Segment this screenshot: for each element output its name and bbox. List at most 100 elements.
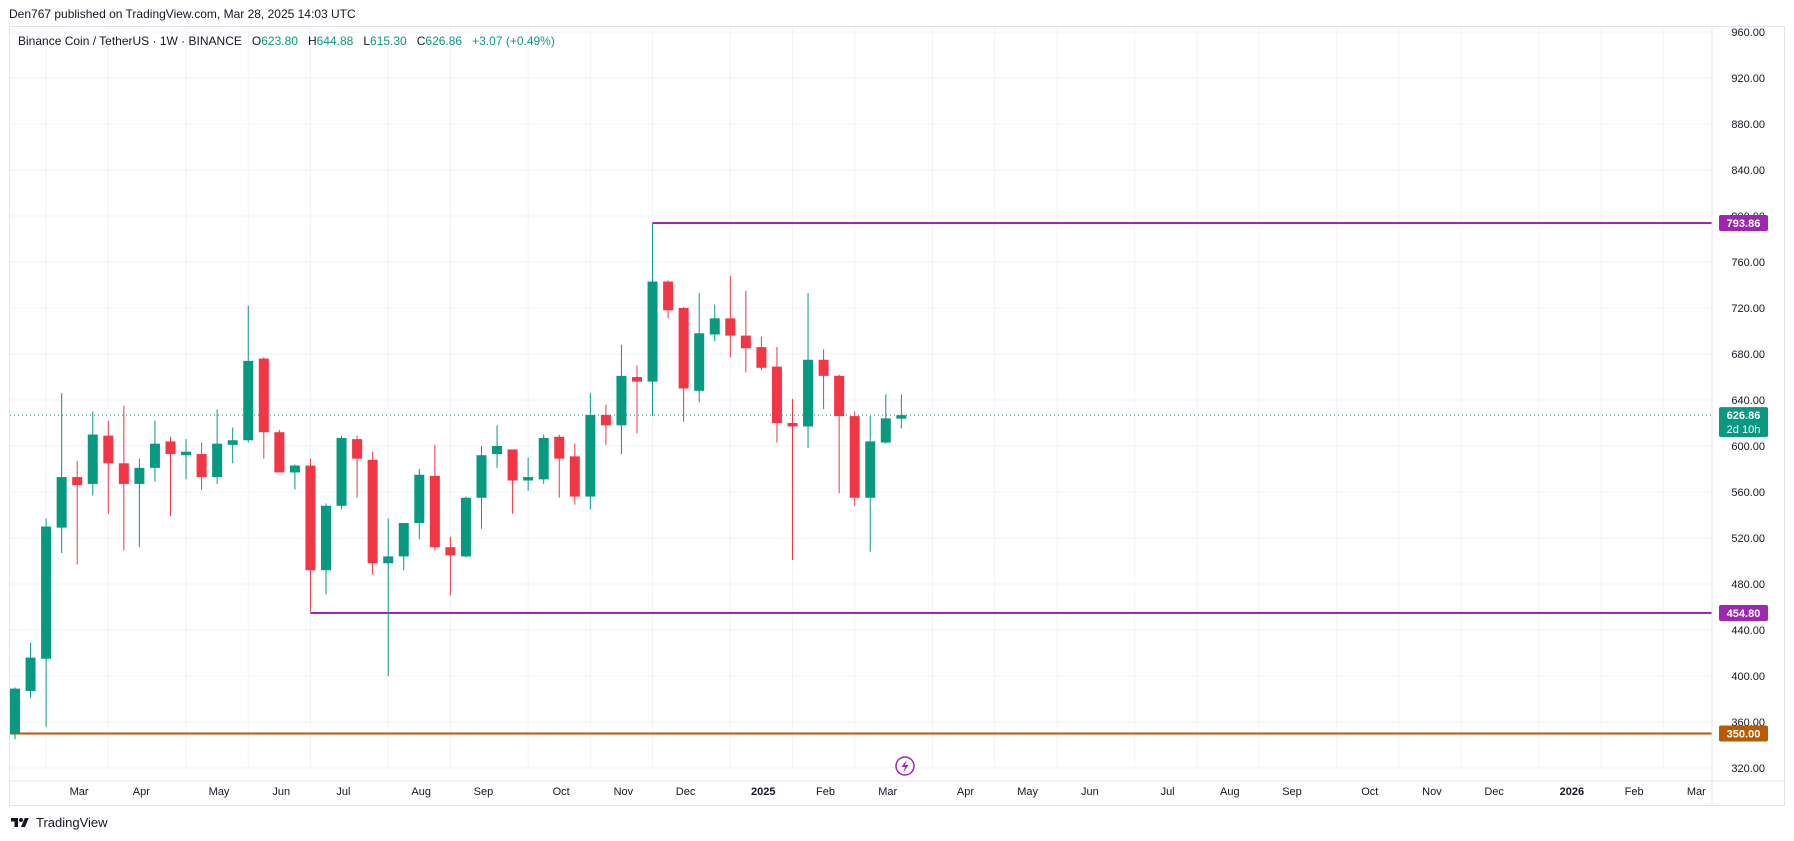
candle-body (538, 437, 549, 480)
candle[interactable] (663, 280, 674, 319)
candle[interactable] (429, 444, 440, 551)
candle[interactable] (118, 405, 129, 551)
time-tick-label: Sep (1282, 786, 1302, 798)
candle-body (134, 467, 145, 484)
candle[interactable] (569, 443, 580, 505)
candle[interactable] (849, 411, 860, 506)
tradingview-brand[interactable]: TradingView (36, 815, 108, 830)
candle[interactable] (274, 429, 285, 473)
candle[interactable] (880, 394, 891, 444)
candle[interactable] (243, 305, 254, 443)
candle[interactable] (212, 409, 223, 484)
candle[interactable] (725, 275, 736, 358)
candle[interactable] (756, 336, 767, 371)
candle[interactable] (367, 451, 378, 575)
price-tick-label: 920.00 (1731, 73, 1765, 85)
candle[interactable] (803, 293, 814, 449)
bar-countdown-label: 2d 10h (1727, 424, 1761, 436)
time-tick-label: Mar (878, 786, 897, 798)
candle-body (632, 377, 642, 382)
candle[interactable] (414, 469, 425, 540)
grid-lines (10, 27, 1712, 770)
candle[interactable] (181, 439, 192, 480)
candle-body (289, 465, 300, 473)
candle[interactable] (709, 304, 720, 342)
time-tick-label: Mar (1687, 786, 1706, 798)
candle[interactable] (134, 458, 145, 548)
candle[interactable] (321, 503, 331, 595)
candle[interactable] (165, 436, 176, 517)
candle[interactable] (196, 442, 207, 490)
last-price-label: 626.86 (1727, 410, 1761, 422)
candle[interactable] (771, 347, 782, 443)
candle[interactable] (787, 398, 798, 560)
price-tick-label: 880.00 (1731, 119, 1765, 131)
candle-body (787, 423, 798, 427)
candle[interactable] (740, 290, 751, 373)
candle[interactable] (398, 523, 409, 571)
candle[interactable] (585, 393, 596, 510)
time-tick-label: Aug (411, 786, 431, 798)
footer: TradingView (9, 815, 108, 830)
time-tick-label: Nov (1422, 786, 1442, 798)
candle[interactable] (600, 404, 611, 445)
candle-body (103, 435, 114, 464)
candle[interactable] (445, 536, 456, 596)
tradingview-logo-icon[interactable] (9, 816, 31, 830)
candle[interactable] (834, 374, 845, 494)
candle-body (165, 441, 176, 455)
candle[interactable] (149, 420, 160, 482)
candle[interactable] (694, 293, 705, 403)
candle[interactable] (554, 434, 565, 498)
candle[interactable] (383, 518, 394, 676)
candle[interactable] (523, 457, 534, 491)
candle[interactable] (352, 435, 363, 498)
time-tick-label: Feb (816, 786, 835, 798)
candle[interactable] (507, 449, 518, 514)
price-tick-label: 440.00 (1731, 625, 1765, 637)
candle[interactable] (647, 222, 658, 417)
candle[interactable] (896, 394, 907, 429)
candle[interactable] (865, 416, 876, 552)
candle[interactable] (305, 458, 316, 613)
axis-price-labels: 793.86 454.80 350.00 626.86 2d 10h (1719, 215, 1768, 742)
candle[interactable] (460, 496, 471, 558)
candle[interactable] (538, 434, 549, 484)
candle[interactable] (56, 393, 67, 553)
lightning-icon[interactable] (895, 756, 915, 776)
candle[interactable] (41, 518, 52, 727)
candle[interactable] (103, 420, 114, 514)
candle[interactable] (289, 464, 300, 490)
level-price-label: 793.86 (1727, 218, 1761, 230)
symbol-title[interactable]: Binance Coin / TetherUS · 1W · BINANCE (18, 34, 242, 48)
candle[interactable] (258, 357, 269, 459)
time-tick-label: Mar (70, 786, 89, 798)
candle-body (41, 526, 52, 659)
open-value: 623.80 (261, 34, 298, 48)
candle[interactable] (492, 425, 503, 468)
symbol-legend[interactable]: Binance Coin / TetherUS · 1W · BINANCE O… (18, 34, 555, 48)
candle[interactable] (72, 460, 83, 565)
candle[interactable] (476, 446, 487, 529)
candle-body (818, 359, 829, 376)
candle-body (87, 434, 98, 484)
candle[interactable] (818, 349, 829, 410)
time-tick-label: Dec (676, 786, 696, 798)
candle[interactable] (678, 306, 689, 422)
candle[interactable] (616, 344, 627, 455)
price-tick-label: 320.00 (1731, 763, 1765, 775)
candle[interactable] (87, 411, 98, 496)
candle[interactable] (632, 365, 642, 434)
chart-frame[interactable] (9, 26, 1785, 806)
candle-body (398, 523, 409, 557)
candle[interactable] (25, 642, 36, 698)
candle[interactable] (10, 687, 20, 740)
candle-body (149, 443, 160, 468)
level-price-tag (1719, 215, 1768, 232)
candle[interactable] (336, 435, 347, 510)
candle-body (709, 318, 720, 335)
candle[interactable] (227, 427, 238, 464)
time-tick-label: Jun (1081, 786, 1099, 798)
candle-body (600, 414, 611, 426)
